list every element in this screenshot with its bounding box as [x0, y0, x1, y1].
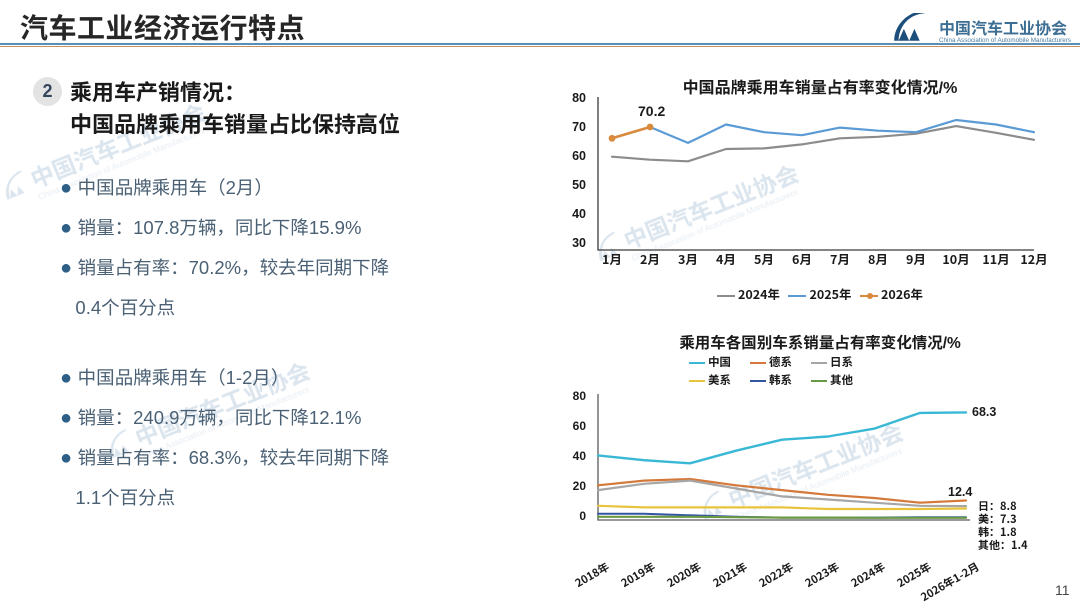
svg-text:70: 70: [572, 120, 586, 134]
svg-text:2024年: 2024年: [848, 559, 888, 591]
svg-text:60: 60: [572, 149, 586, 163]
svg-text:80: 80: [572, 91, 586, 105]
svg-text:2021年: 2021年: [710, 559, 750, 591]
svg-text:3月: 3月: [678, 249, 698, 268]
svg-text:7月: 7月: [830, 249, 850, 268]
svg-text:2020年: 2020年: [664, 559, 704, 591]
svg-text:10月: 10月: [942, 249, 969, 268]
svg-text:11月: 11月: [982, 249, 1009, 268]
svg-text:2月: 2月: [640, 249, 660, 268]
svg-text:China Association of Automobil: China Association of Automobile Manufact…: [939, 37, 1071, 44]
svg-text:40: 40: [572, 207, 586, 221]
svg-text:80: 80: [573, 389, 587, 403]
svg-text:12月: 12月: [1020, 249, 1047, 268]
svg-text:50: 50: [572, 178, 586, 192]
svg-text:9月: 9月: [906, 249, 926, 268]
svg-text:2023年: 2023年: [802, 559, 842, 591]
svg-text:60: 60: [573, 419, 587, 433]
svg-text:2022年: 2022年: [756, 559, 796, 591]
svg-text:20: 20: [573, 479, 587, 493]
svg-text:中国汽车工业协会: 中国汽车工业协会: [939, 15, 1067, 39]
svg-text:6月: 6月: [792, 249, 812, 268]
svg-text:12.4: 12.4: [948, 485, 972, 499]
svg-text:0: 0: [579, 509, 586, 523]
svg-text:70.2: 70.2: [638, 103, 665, 119]
svg-text:1月: 1月: [602, 249, 622, 268]
svg-text:68.3: 68.3: [972, 405, 996, 419]
svg-text:8月: 8月: [868, 249, 888, 268]
svg-text:2019年: 2019年: [618, 559, 658, 591]
svg-text:2018年: 2018年: [572, 559, 612, 591]
svg-text:40: 40: [573, 449, 587, 463]
svg-text:30: 30: [572, 236, 586, 250]
svg-text:4月: 4月: [716, 249, 736, 268]
svg-text:5月: 5月: [754, 249, 774, 268]
